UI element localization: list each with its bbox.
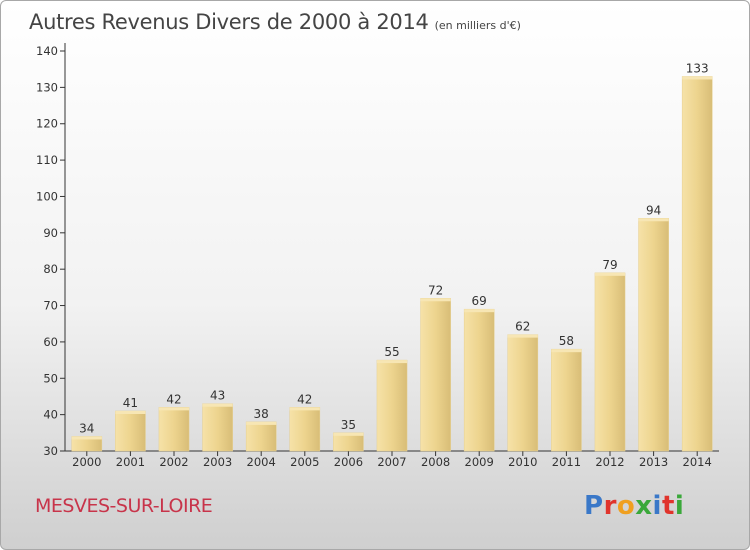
proxiti-logo: Proxiti [584,491,684,521]
bar-top [202,403,233,407]
bar [594,272,626,452]
bar-top [507,334,538,338]
x-tick-label: 2003 [203,455,232,469]
y-tick-label: 80 [43,262,58,276]
bar [202,403,233,452]
bar [551,348,582,452]
x-tick-label: 2007 [377,455,406,469]
bar-value-label: 94 [646,203,661,217]
y-tick-label: 110 [36,153,58,167]
y-tick-label: 50 [43,371,58,385]
bar [420,298,451,452]
y-tick-label: 30 [43,444,58,458]
chart-subtitle: (en milliers d'€) [434,19,521,32]
bar-value-label: 69 [472,294,487,308]
bar-top [289,407,320,411]
y-tick-label: 130 [36,80,58,94]
x-tick-label: 2012 [595,455,624,469]
bar-top [158,407,190,411]
bar [376,359,408,452]
logo-letter: i [652,491,662,521]
chart-title-block: Autres Revenus Divers de 2000 à 2014 (en … [29,10,521,34]
x-tick-label: 2009 [465,455,494,469]
bar-value-label: 133 [686,61,709,75]
bar-value-label: 62 [515,320,530,334]
y-tick-label: 40 [43,408,58,422]
bar-value-label: 42 [166,392,181,406]
commune-name: MESVES-SUR-LOIRE [35,495,213,517]
bar-value-label: 55 [384,345,399,359]
x-tick-label: 2013 [639,455,668,469]
y-tick-label: 60 [43,335,58,349]
bar-value-label: 42 [297,392,312,406]
bar-value-label: 38 [254,407,269,421]
bar-top [551,349,582,353]
y-tick-label: 90 [43,226,58,240]
x-tick-label: 2002 [159,455,188,469]
x-tick-label: 2010 [508,455,537,469]
bar-top [682,76,713,80]
bar [507,334,539,452]
bar [115,410,146,452]
bar-value-label: 34 [79,421,94,435]
x-tick-label: 2000 [72,455,101,469]
bar-value-label: 72 [428,283,443,297]
y-tick-label: 70 [43,299,58,313]
y-tick-label: 140 [36,44,58,58]
chart-title: Autres Revenus Divers de 2000 à 2014 [29,10,429,34]
bar [158,407,190,452]
bar [463,308,495,452]
bar-top [638,218,669,222]
bar [289,407,321,452]
x-tick-label: 2008 [421,455,450,469]
logo-letter: x [635,491,653,521]
bar-top [464,309,495,313]
bars-group [71,76,713,452]
bar [245,421,277,452]
bar-top [420,298,451,302]
bar-value-label: 58 [559,334,574,348]
axes: 30 40 50 60 70 80 90 100 110 120 130 140 2000 2001 200… [36,43,719,469]
bar-top [246,421,277,425]
bar-top [71,436,102,440]
bar-top [115,411,146,414]
bar-value-label: 41 [123,396,138,410]
value-labels: 34 41 42 43 38 42 35 55 72 69 62 58 79 94 133 [79,61,708,435]
x-tick-label: 2005 [290,455,319,469]
bar-value-label: 79 [602,258,617,272]
logo-letter: i [674,491,685,521]
logo-letter: t [661,491,675,521]
x-tick-label: 2006 [334,455,363,469]
bar-value-label: 35 [341,418,356,432]
logo-letter: o [616,491,636,521]
logo-letter: P [584,491,604,521]
bar-top [594,272,626,276]
logo-letter: r [603,491,617,521]
bar-top [333,432,364,436]
x-tick-label: 2001 [116,455,145,469]
bar [681,76,713,452]
bar-value-label: 43 [210,389,225,403]
bar [638,218,669,452]
x-tick-label: 2004 [247,455,276,469]
x-tick-label: 2014 [683,455,712,469]
y-tick-label: 120 [36,117,58,131]
bar-top [376,360,408,364]
x-tick-label: 2011 [552,455,581,469]
y-tick-label: 100 [36,189,58,203]
